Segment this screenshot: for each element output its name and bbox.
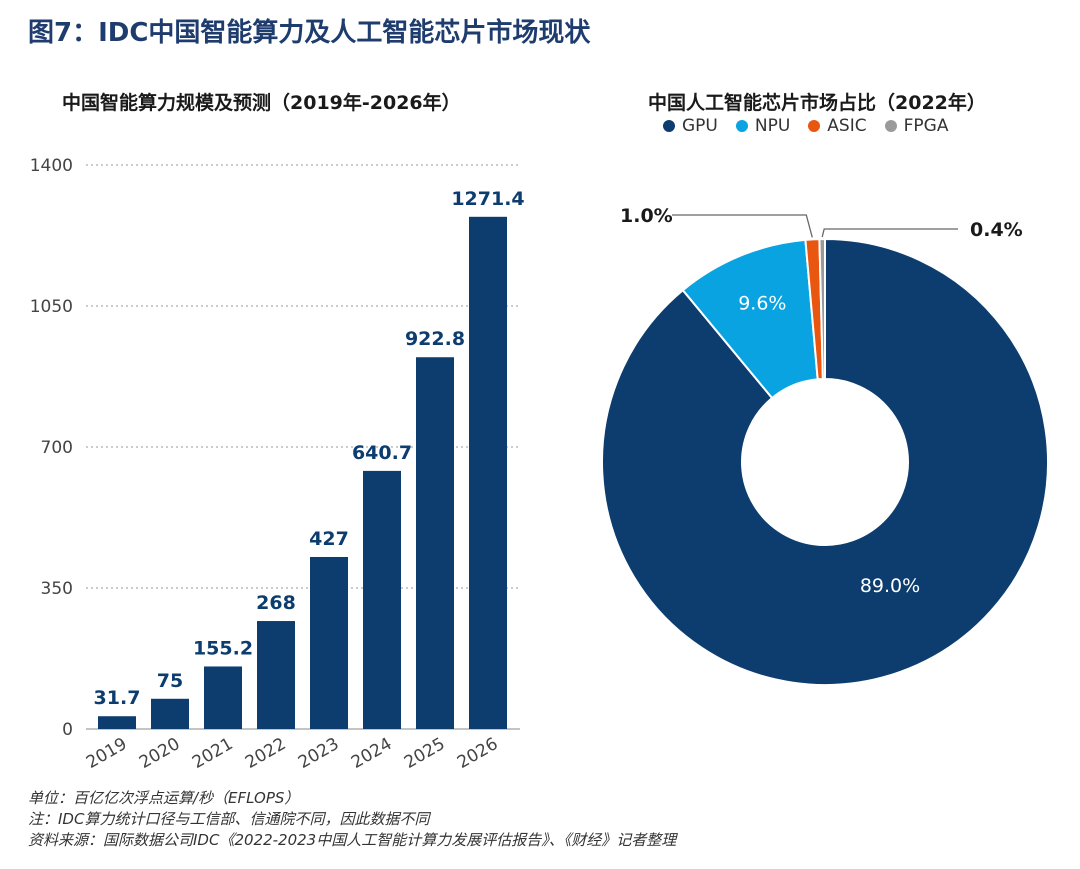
bar-2019 xyxy=(98,716,136,729)
y-tick-label: 350 xyxy=(41,579,73,599)
methodology-note: 注：IDC算力统计口径与工信部、信通院不同，因此数据不同 xyxy=(28,810,430,828)
legend-swatch-gpu xyxy=(663,120,675,132)
x-tick-label: 2019 xyxy=(83,734,130,773)
bar-2022 xyxy=(257,621,295,729)
bar-2021 xyxy=(204,666,242,729)
bar-value-label: 268 xyxy=(256,592,296,614)
pie-legend: GPU NPU ASIC FPGA xyxy=(663,116,948,136)
bar-value-label: 75 xyxy=(157,670,183,692)
legend-label-fpga: FPGA xyxy=(903,116,949,136)
slice-label-asic: 1.0% xyxy=(620,205,673,227)
x-tick-label: 2021 xyxy=(189,734,236,773)
legend-label-npu: NPU xyxy=(754,116,791,136)
bar-value-label: 1271.4 xyxy=(451,188,524,210)
bar-2020 xyxy=(151,698,189,729)
legend-swatch-fpga xyxy=(884,120,897,132)
y-tick-label: 1400 xyxy=(30,156,73,176)
legend-swatch-asic xyxy=(808,120,821,132)
bar-value-label: 922.8 xyxy=(405,328,465,350)
legend-label-asic: ASIC xyxy=(827,116,867,136)
x-tick-label: 2020 xyxy=(136,734,183,773)
bar-value-label: 427 xyxy=(309,528,349,550)
bar-2025 xyxy=(416,357,454,729)
bar-chart-title: 中国智能算力规模及预测（2019年-2026年） xyxy=(62,92,461,114)
y-tick-label: 700 xyxy=(41,438,73,458)
leader-line-asic xyxy=(672,214,813,238)
legend-swatch-npu xyxy=(735,120,748,132)
slice-label-gpu: 89.0% xyxy=(860,575,920,597)
legend-item-fpga: FPGA xyxy=(884,116,949,136)
slice-fpga xyxy=(818,237,826,381)
x-tick-label: 2025 xyxy=(401,734,448,773)
bar-value-label: 640.7 xyxy=(352,442,412,464)
x-tick-label: 2024 xyxy=(348,734,395,773)
y-tick-label: 0 xyxy=(62,720,73,740)
legend-item-gpu: GPU xyxy=(663,116,718,136)
x-tick-label: 2023 xyxy=(295,734,342,773)
y-tick-label: 1050 xyxy=(30,297,73,317)
bar-value-label: 31.7 xyxy=(94,687,141,709)
slice-label-fpga: 0.4% xyxy=(970,219,1023,241)
legend-item-npu: NPU xyxy=(735,116,791,136)
slice-gpu xyxy=(601,237,1049,686)
unit-note: 单位：百亿亿次浮点运算/秒（EFLOPS） xyxy=(28,789,300,807)
slice-label-npu: 9.6% xyxy=(738,292,786,314)
bar-value-label: 155.2 xyxy=(193,637,253,659)
bar-2026 xyxy=(469,216,507,729)
x-tick-label: 2022 xyxy=(242,734,289,773)
legend-label-gpu: GPU xyxy=(682,116,718,136)
figure-title: 图7：IDC中国智能算力及人工智能芯片市场现状 xyxy=(28,18,591,48)
bar-2024 xyxy=(363,470,401,729)
leader-line-fpga xyxy=(821,228,958,238)
footnotes: 单位：百亿亿次浮点运算/秒（EFLOPS） 注：IDC算力统计口径与工信部、信通… xyxy=(28,788,676,851)
bar-2023 xyxy=(310,556,348,729)
legend-item-asic: ASIC xyxy=(808,116,867,136)
source-note: 资料来源：国际数据公司IDC《2022-2023中国人工智能计算力发展评估报告》… xyxy=(28,831,677,849)
pie-chart-title: 中国人工智能芯片市场占比（2022年） xyxy=(648,92,986,114)
x-tick-label: 2026 xyxy=(454,734,501,773)
